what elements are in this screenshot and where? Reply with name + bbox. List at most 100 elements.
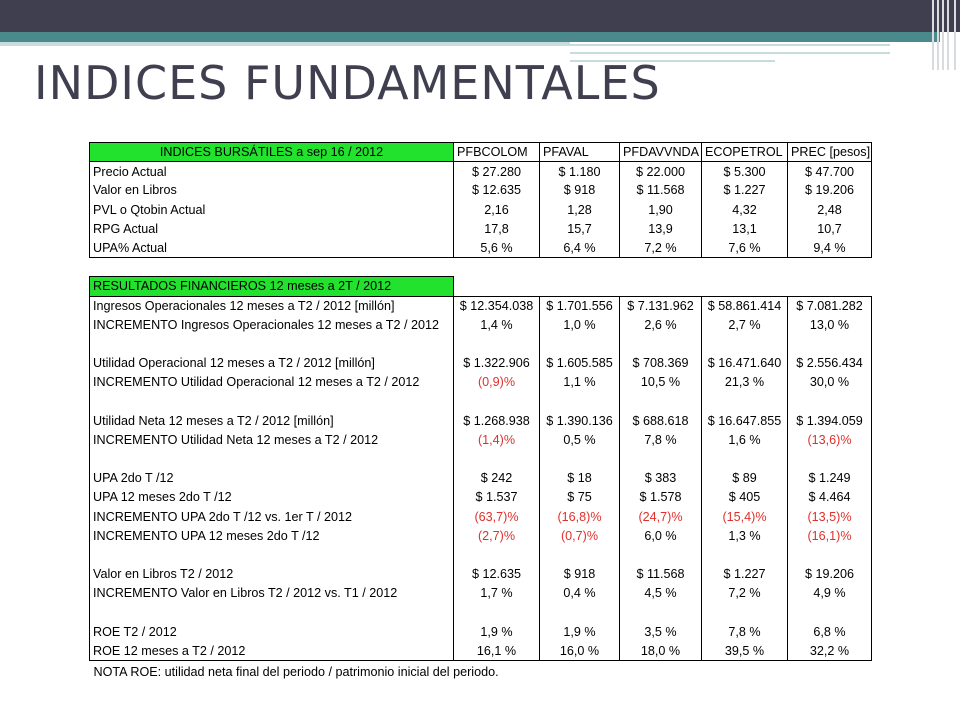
row-label: RPG Actual [89, 219, 454, 239]
table1-header: INDICES BURSÁTILES a sep 16 / 2012 [89, 141, 454, 163]
cell-value: 1,7 % [453, 583, 540, 603]
cell-value: 4,9 % [787, 583, 872, 603]
empty-cell [540, 277, 620, 296]
empty-cell [619, 449, 702, 469]
empty-cell [89, 603, 454, 623]
empty-cell [539, 545, 620, 565]
empty-cell [89, 391, 454, 412]
cell-value: $ 1.390.136 [539, 411, 620, 431]
column-header: PFAVAL [539, 141, 620, 163]
empty-cell [454, 277, 540, 296]
row-label: UPA 2do T /12 [89, 468, 454, 488]
row-label: ROE 12 meses a T2 / 2012 [89, 641, 454, 662]
table2-row: Valor en Libros T2 / 2012 $ 12.635 $ 918 $ … [89, 564, 872, 584]
empty-cell [787, 603, 872, 623]
empty-cell [701, 391, 788, 412]
empty-cell [701, 603, 788, 623]
cell-value: 13,9 [619, 219, 702, 239]
empty-cell [701, 334, 788, 354]
cell-value: 1,90 [619, 200, 702, 220]
empty-cell [89, 545, 454, 565]
cell-value: $ 1.394.059 [787, 411, 872, 431]
cell-value: $ 19.206 [787, 180, 872, 201]
cell-value: $ 12.635 [453, 180, 540, 201]
table2-gap-row [89, 391, 872, 412]
cell-value: $ 918 [539, 564, 620, 584]
table2-row: INCREMENTO UPA 2do T /12 vs. 1er T / 201… [89, 507, 872, 527]
row-label: UPA 12 meses 2do T /12 [89, 487, 454, 508]
row-label: INCREMENTO Utilidad Neta 12 meses a T2 /… [89, 430, 454, 450]
cell-value: 21,3 % [701, 372, 788, 392]
empty-cell [787, 334, 872, 354]
empty-cell [90, 258, 454, 277]
slide-decor-line [570, 52, 890, 54]
table2-row: INCREMENTO Utilidad Neta 12 meses a T2 /… [89, 430, 872, 450]
table2-gap-row [89, 449, 872, 469]
cell-value: 0,5 % [539, 430, 620, 450]
cell-value: $ 11.568 [619, 564, 702, 584]
cell-value: (2,7)% [453, 526, 540, 546]
cell-value: 7,8 % [701, 622, 788, 642]
table2-row: Utilidad Operacional 12 meses a T2 / 201… [89, 353, 872, 373]
empty-cell [619, 391, 702, 412]
cell-value: $ 19.206 [787, 564, 872, 584]
slide-decor-line [0, 42, 570, 46]
row-label: ROE T2 / 2012 [89, 622, 454, 642]
cell-value: 4,32 [701, 200, 788, 220]
empty-cell [787, 545, 872, 565]
table1-row: PVL o Qtobin Actual 2,16 1,28 1,90 4,32 2,48 [89, 200, 872, 220]
cell-value: 4,5 % [619, 583, 702, 603]
cell-value: 1,9 % [539, 622, 620, 642]
cell-value: $ 5.300 [701, 161, 788, 181]
cell-value: 2,7 % [701, 315, 788, 335]
cell-value: 30,0 % [787, 372, 872, 392]
cell-value: (24,7)% [619, 507, 702, 527]
cell-value: $ 11.568 [619, 180, 702, 201]
cell-value: $ 1.268.938 [453, 411, 540, 431]
cell-value: 32,2 % [787, 641, 872, 662]
empty-cell [540, 258, 620, 277]
empty-cell [539, 391, 620, 412]
row-label: INCREMENTO Utilidad Operacional 12 meses… [89, 372, 454, 392]
cell-value: $ 27.280 [453, 161, 540, 181]
empty-cell [453, 603, 540, 623]
empty-cell [454, 258, 540, 277]
cell-value: $ 1.605.585 [539, 353, 620, 373]
cell-value: 7,6 % [701, 238, 788, 259]
table1-row: RPG Actual 17,8 15,7 13,9 13,1 10,7 [89, 219, 872, 239]
cell-value: 2,6 % [619, 315, 702, 335]
row-label: Utilidad Neta 12 meses a T2 / 2012 [mill… [89, 411, 454, 431]
table1-header-row: INDICES BURSÁTILES a sep 16 / 2012 PFBCOL… [89, 141, 872, 163]
cell-value: 1,4 % [453, 315, 540, 335]
table2-row: INCREMENTO Valor en Libros T2 / 2012 vs.… [89, 583, 872, 603]
empty-cell [620, 277, 702, 296]
empty-cell [619, 603, 702, 623]
cell-value: 6,8 % [787, 622, 872, 642]
indices-table: INDICES BURSÁTILES a sep 16 / 2012 PFBCOL… [89, 141, 872, 680]
table2-row: UPA 12 meses 2do T /12 $ 1.537 $ 75 $ 1.578… [89, 487, 872, 508]
cell-value: $ 688.618 [619, 411, 702, 431]
cell-value: $ 1.227 [701, 180, 788, 201]
cell-value: $ 12.354.038 [453, 295, 540, 316]
cell-value: 1,6 % [701, 430, 788, 450]
empty-cell [619, 545, 702, 565]
cell-value: 10,5 % [619, 372, 702, 392]
cell-value: 17,8 [453, 219, 540, 239]
cell-value: (16,1)% [787, 526, 872, 546]
table2-gap-row [89, 603, 872, 623]
empty-cell [787, 449, 872, 469]
row-label: INCREMENTO Valor en Libros T2 / 2012 vs.… [89, 583, 454, 603]
cell-value: (63,7)% [453, 507, 540, 527]
cell-value: 3,5 % [619, 622, 702, 642]
cell-value: 2,16 [453, 200, 540, 220]
cell-value: $ 1.578 [619, 487, 702, 508]
cell-value: 10,7 [787, 219, 872, 239]
cell-value: $ 708.369 [619, 353, 702, 373]
cell-value: $ 918 [539, 180, 620, 201]
cell-value: 0,4 % [539, 583, 620, 603]
cell-value: (13,5)% [787, 507, 872, 527]
empty-cell [453, 449, 540, 469]
cell-value: 9,4 % [787, 238, 872, 259]
cell-value: $ 1.249 [787, 468, 872, 488]
table1-row: Valor en Libros $ 12.635 $ 918 $ 11.568 $ 1.… [89, 180, 872, 201]
